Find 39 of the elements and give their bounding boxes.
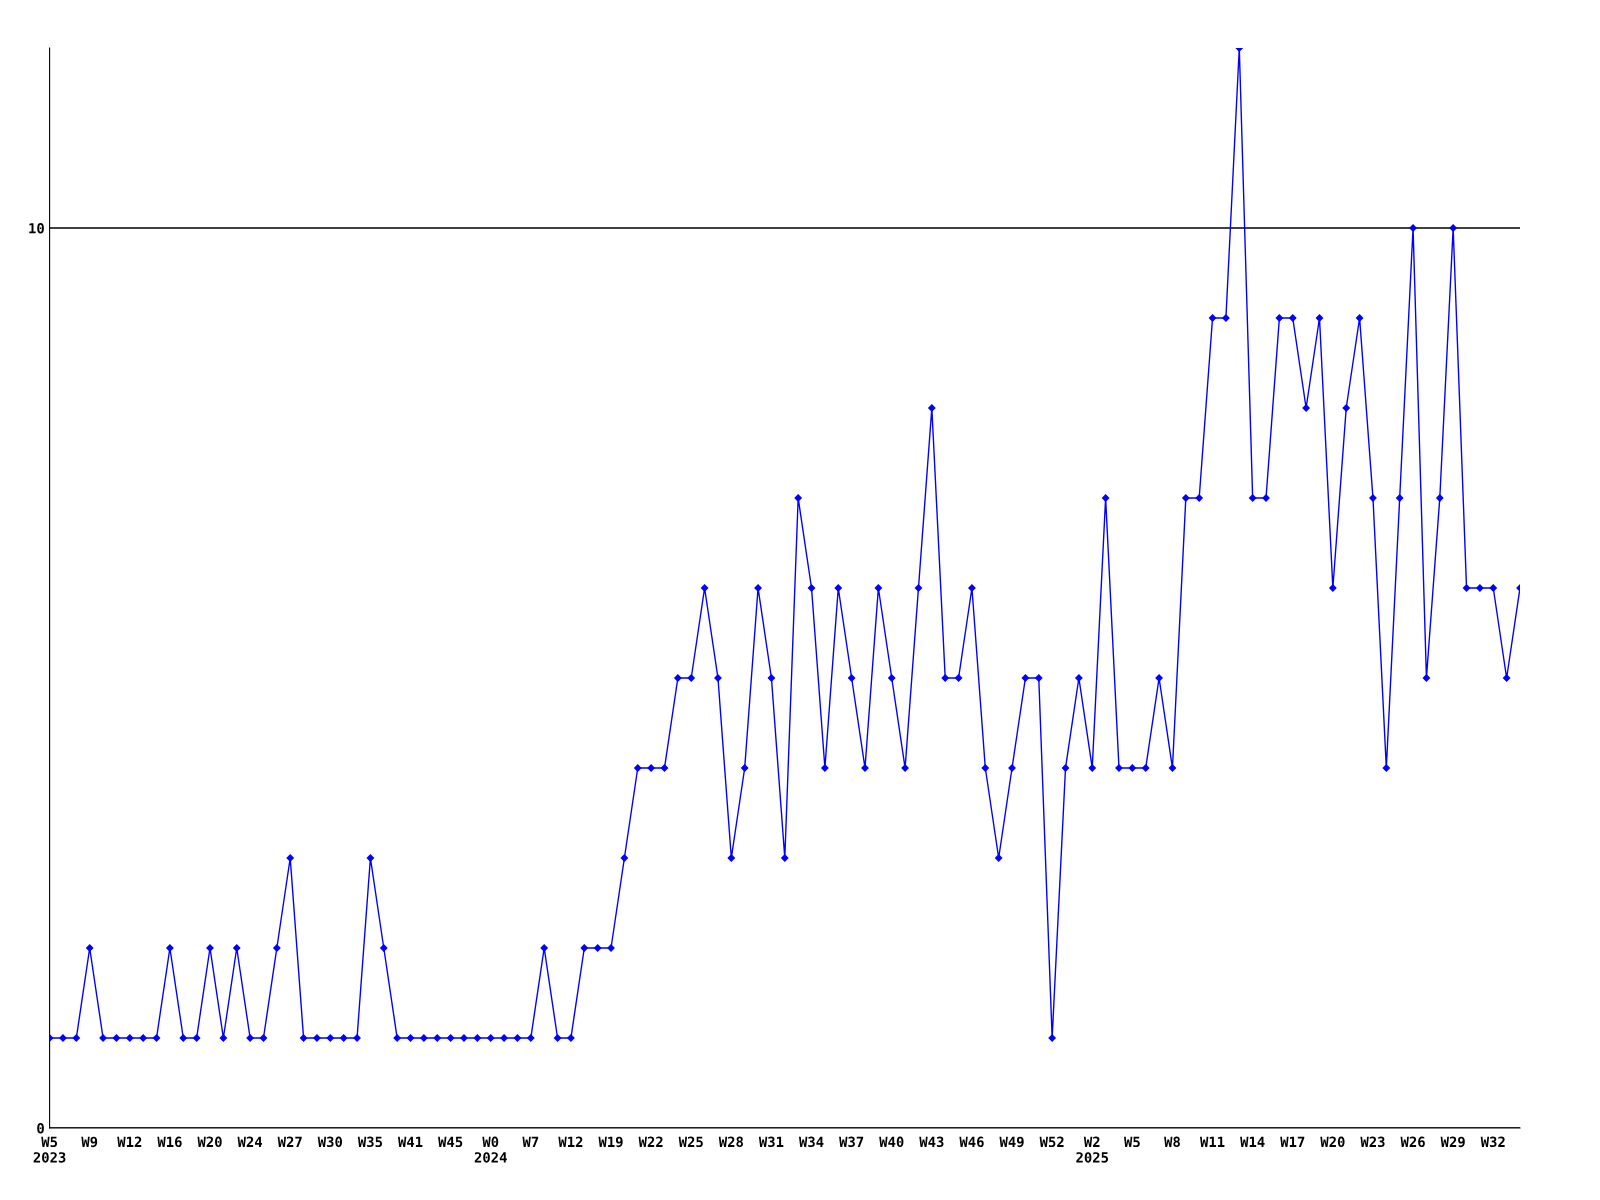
- x-tick-label: W28: [718, 1136, 743, 1148]
- x-tick-label: W2 2025: [1076, 1136, 1109, 1163]
- x-tick-label: W17: [1280, 1136, 1305, 1147]
- x-tick-label: W25: [678, 1136, 703, 1148]
- x-tick-label: W31: [758, 1136, 784, 1148]
- y-tick-label: 10: [29, 222, 44, 234]
- x-tick-label: W35: [357, 1136, 383, 1148]
- x-tick-label: W37: [839, 1136, 864, 1148]
- x-tick-label: W26: [1400, 1136, 1425, 1148]
- x-tick-label: W20: [1320, 1136, 1345, 1148]
- x-tick-label: W34: [798, 1136, 824, 1148]
- x-tick-label: W12: [558, 1136, 583, 1147]
- x-tick-label: W9: [81, 1136, 98, 1148]
- x-tick-label: W32: [1480, 1136, 1505, 1148]
- x-tick-label: W0 2024: [474, 1136, 507, 1163]
- x-tick-label: W12: [117, 1136, 142, 1147]
- x-tick-label: W19: [598, 1136, 623, 1148]
- x-tick-label: W8: [1164, 1136, 1180, 1148]
- x-tick-label: W46: [959, 1136, 984, 1148]
- x-tick-label: W24: [237, 1136, 263, 1147]
- x-tick-label: W49: [999, 1136, 1024, 1148]
- x-tick-label: W5: [1123, 1136, 1140, 1148]
- x-tick-label: W43: [919, 1136, 944, 1148]
- x-tick-label: W14: [1240, 1136, 1265, 1147]
- x-tick-label: W27: [277, 1136, 302, 1147]
- x-tick-label: W20: [197, 1136, 222, 1148]
- x-tick-label: W40: [879, 1136, 904, 1148]
- x-tick-label: W30: [317, 1136, 343, 1148]
- x-tick-label: W16: [157, 1136, 182, 1148]
- x-tick-label: W5 2023: [33, 1136, 66, 1163]
- y-tick-label: 0: [37, 1122, 44, 1134]
- x-tick-label: W11: [1200, 1136, 1225, 1147]
- x-tick-label: W22: [638, 1136, 663, 1147]
- x-tick-label: W23: [1360, 1136, 1385, 1148]
- x-tick-label: W41: [397, 1136, 423, 1147]
- x-tick-label: W7: [522, 1136, 539, 1147]
- x-tick-label: W52: [1039, 1136, 1064, 1148]
- x-tick-label: W45: [438, 1136, 463, 1148]
- x-tick-label: W29: [1440, 1136, 1465, 1148]
